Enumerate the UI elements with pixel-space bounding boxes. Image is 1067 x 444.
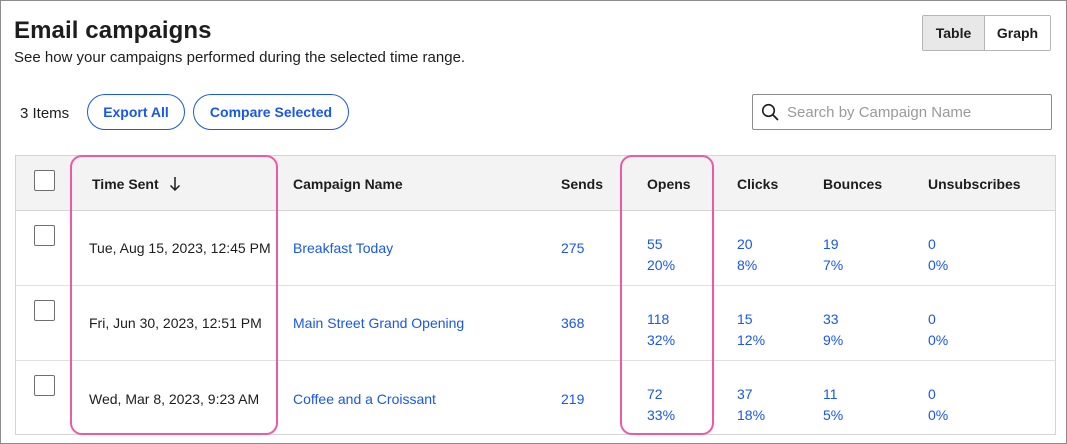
unsubscribes-percent: 0% [928,407,949,423]
search-input[interactable] [787,103,1037,121]
bounces-cell[interactable]: 33 9% [823,309,843,351]
unsubscribes-count: 0 [928,236,936,252]
sends-link[interactable]: 368 [561,315,585,331]
campaign-name-link[interactable]: Breakfast Today [293,240,394,256]
clicks-count: 15 [737,311,753,327]
unsubscribes-cell[interactable]: 0 0% [928,234,948,276]
page-title: Email campaigns [14,17,212,44]
clicks-percent: 12% [737,332,766,348]
clicks-count: 20 [737,236,753,252]
unsubscribes-percent: 0% [928,257,949,273]
opens-count: 55 [647,236,663,252]
time-sent-cell: Tue, Aug 15, 2023, 12:45 PM [89,240,271,256]
row-checkbox[interactable] [34,375,55,396]
table-row: Fri, Jun 30, 2023, 12:51 PM Main Street … [16,286,1055,361]
bounces-percent: 7% [823,257,844,273]
time-sent-cell: Wed, Mar 8, 2023, 9:23 AM [89,390,260,407]
unsubscribes-count: 0 [928,386,936,402]
unsubscribes-cell[interactable]: 0 0% [928,384,948,426]
unsubscribes-percent: 0% [928,332,949,348]
bounces-percent: 9% [823,332,844,348]
time-sent-cell: Fri, Jun 30, 2023, 12:51 PM [89,315,262,331]
bounces-count: 11 [823,386,838,402]
column-time-sent[interactable]: Time Sent [92,156,181,211]
opens-cell[interactable]: 72 33% [647,384,675,426]
column-opens[interactable]: Opens [647,175,691,192]
table-header: Time Sent Campaign Name Sends Opens Clic… [16,156,1055,211]
campaigns-table: Time Sent Campaign Name Sends Opens Clic… [15,155,1056,435]
arrow-down-icon [169,176,181,192]
graph-view-button[interactable]: Graph [985,16,1050,50]
opens-count: 72 [647,386,663,402]
clicks-percent: 8% [737,257,758,273]
opens-percent: 20% [647,257,676,273]
select-all-checkbox[interactable] [34,170,55,191]
sends-link[interactable]: 219 [561,390,585,407]
opens-percent: 33% [647,407,676,423]
column-clicks[interactable]: Clicks [737,175,779,192]
bounces-count: 19 [823,236,839,252]
compare-selected-button[interactable]: Compare Selected [193,94,349,130]
opens-cell[interactable]: 118 32% [647,309,675,351]
column-sends[interactable]: Sends [561,175,604,192]
column-bounces[interactable]: Bounces [823,175,883,192]
search-box [752,94,1052,130]
opens-cell[interactable]: 55 20% [647,234,675,276]
column-time-sent-label: Time Sent [92,175,159,192]
clicks-percent: 18% [737,407,766,423]
bounces-cell[interactable]: 19 7% [823,234,843,276]
export-all-button[interactable]: Export All [87,94,185,130]
table-row: Tue, Aug 15, 2023, 12:45 PM Breakfast To… [16,211,1055,286]
clicks-cell[interactable]: 20 8% [737,234,757,276]
view-toggle: Table Graph [922,15,1051,51]
items-count: 3 Items [20,105,70,122]
column-unsubscribes[interactable]: Unsubscribes [928,175,1021,192]
clicks-cell[interactable]: 15 12% [737,309,765,351]
bounces-percent: 5% [823,407,844,423]
column-campaign-name[interactable]: Campaign Name [293,175,403,192]
bounces-cell[interactable]: 11 5% [823,384,843,426]
campaign-name-link[interactable]: Main Street Grand Opening [293,315,465,331]
row-checkbox[interactable] [34,300,55,321]
row-checkbox[interactable] [34,225,55,246]
opens-count: 118 [647,311,670,327]
unsubscribes-cell[interactable]: 0 0% [928,309,948,351]
campaign-name-link[interactable]: Coffee and a Croissant [293,390,436,407]
unsubscribes-count: 0 [928,311,936,327]
table-row: Wed, Mar 8, 2023, 9:23 AM Coffee and a C… [16,361,1055,436]
table-view-button[interactable]: Table [923,16,985,50]
sends-link[interactable]: 275 [561,240,585,256]
clicks-cell[interactable]: 37 18% [737,384,765,426]
page-subtitle: See how your campaigns performed during … [14,49,466,66]
opens-percent: 32% [647,332,676,348]
search-icon [753,95,787,129]
bounces-count: 33 [823,311,839,327]
clicks-count: 37 [737,386,753,402]
